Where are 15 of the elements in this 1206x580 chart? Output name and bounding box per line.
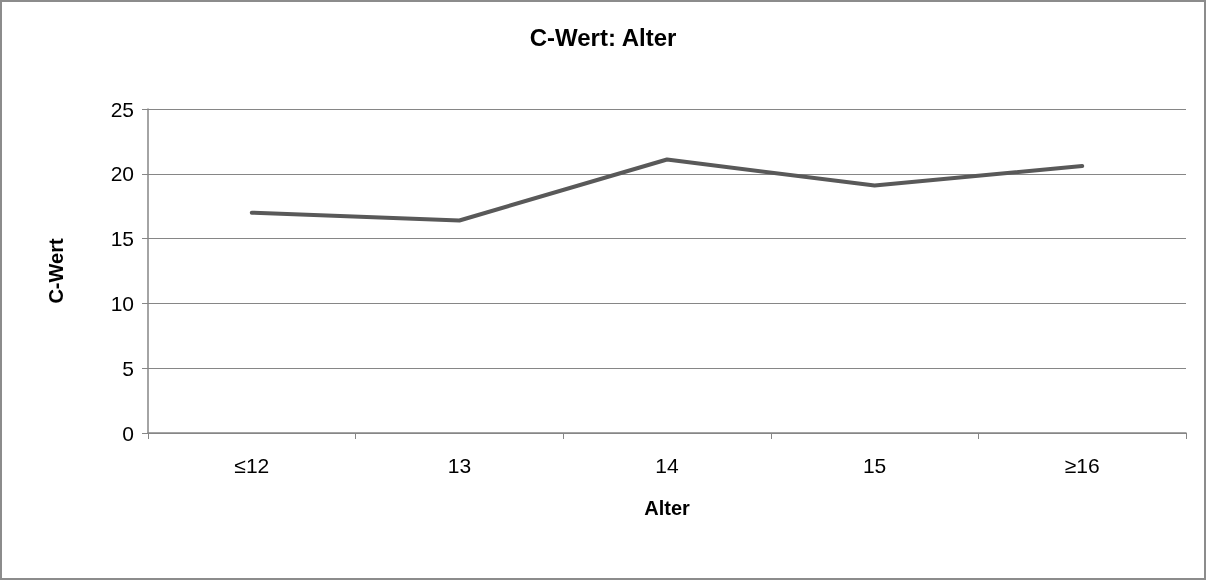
line-series [249,157,1085,223]
y-tick-label: 20 [110,162,134,186]
x-tick-label: ≤12 [234,454,270,477]
x-tick-label: 14 [655,454,679,477]
y-tick-label: 10 [110,291,134,315]
y-tick-label: 15 [110,227,134,251]
y-tick-label: 0 [122,421,134,445]
x-tick-label: 15 [862,454,887,477]
x-tick-label: 13 [447,454,472,477]
y-tick-label: 5 [122,356,134,380]
y-tick-label: 25 [110,97,134,121]
x-tick-label: ≥16 [1064,454,1100,477]
x-axis-title: Alter [644,497,690,519]
y-axis-title: C-Wert [45,238,67,304]
chart-title: C-Wert: Alter [529,23,677,51]
